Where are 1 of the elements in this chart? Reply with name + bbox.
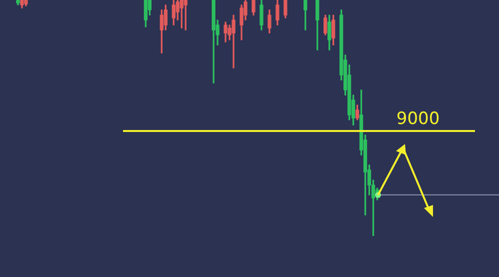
- annotation: 9000: [396, 108, 440, 129]
